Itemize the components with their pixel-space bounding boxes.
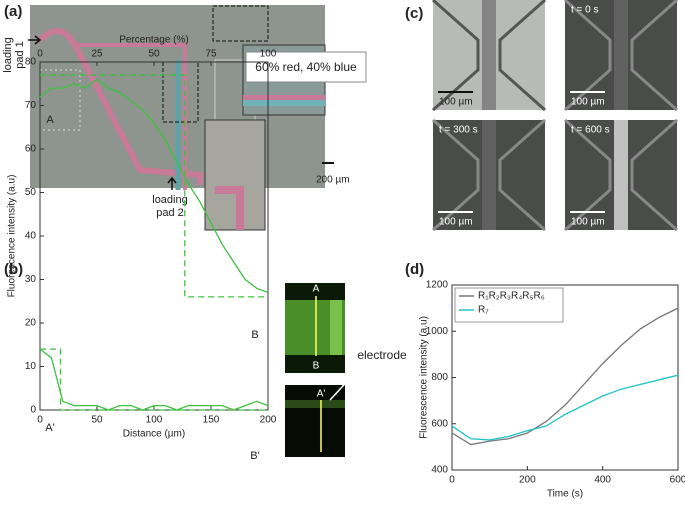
channel — [614, 0, 628, 110]
y-tick-label: 0 — [30, 405, 36, 416]
y-tick-label: 20 — [25, 318, 37, 329]
pad-label: loading — [152, 194, 187, 206]
time-label: t = 0 s — [571, 5, 599, 16]
x-tick-label: 200 — [519, 475, 536, 486]
x-tick-label: 100 — [146, 415, 163, 426]
x2-axis-label: Percentage (%) — [119, 35, 188, 46]
data-line — [40, 348, 268, 411]
y-tick-label: 50 — [25, 187, 37, 198]
y-axis-label: Fluorescence intensity (a.u) — [7, 175, 18, 298]
x2-tick-label: 0 — [37, 49, 43, 60]
inset-label: B — [313, 361, 320, 372]
scale-label: 100 µm — [439, 97, 473, 108]
pad-label: pad 1 — [14, 41, 26, 69]
inset-label: A' — [317, 389, 326, 400]
x-tick-label: 50 — [91, 415, 103, 426]
inset-label-box — [245, 51, 367, 83]
point-label: A' — [45, 422, 54, 434]
scale-label: 100 µm — [439, 217, 473, 228]
time-label: t = 600 s — [571, 125, 610, 136]
inset-label: A — [313, 284, 320, 295]
y-tick-label: 1200 — [426, 280, 449, 291]
arrow — [167, 176, 177, 190]
data-line — [451, 374, 679, 441]
x2-tick-label: 50 — [148, 49, 160, 60]
inset-label: B' — [317, 459, 326, 470]
micrographs: 100 µm 100 µm t = 0 s 100 µm t = 300 s 100 µm… — [432, 0, 678, 232]
y-axis-label: Fluorescence intensity (a.u) — [419, 316, 430, 439]
arrow — [329, 324, 373, 401]
data-line — [39, 78, 269, 294]
y-tick-label: 10 — [25, 361, 37, 372]
x-tick-label: 150 — [203, 415, 220, 426]
scale-label: 100 µm — [571, 217, 605, 228]
channel — [614, 120, 628, 230]
y-tick-label: 400 — [431, 465, 448, 476]
y-tick-label: 1000 — [426, 326, 449, 337]
x2-tick-label: 25 — [91, 49, 103, 60]
y-tick-label: 800 — [431, 372, 448, 383]
data-line — [40, 74, 268, 298]
scale-label: 200 µm — [316, 175, 350, 186]
y-tick-label: 70 — [25, 100, 37, 111]
pad-label: pad 2 — [156, 207, 184, 219]
inset-photo — [204, 119, 266, 231]
electrode-shape — [564, 118, 678, 232]
electrode-shape — [432, 118, 546, 232]
data-line — [39, 348, 269, 411]
channel — [482, 0, 496, 110]
y-tick-label: 600 — [431, 418, 448, 429]
channel — [243, 95, 325, 100]
x2-tick-label: 75 — [205, 49, 217, 60]
electrode-region — [330, 300, 342, 355]
zoom-box — [212, 5, 269, 42]
panel-label: (b) — [4, 261, 23, 278]
channel — [37, 28, 203, 185]
scale-label: 100 µm — [571, 97, 605, 108]
point-label: B' — [250, 450, 259, 462]
electrode-shape — [564, 0, 678, 112]
x-tick-label: 600 — [670, 475, 685, 486]
y-tick-label: 40 — [25, 231, 37, 242]
channel — [215, 186, 244, 230]
x-tick-label: 200 — [260, 415, 277, 426]
electrode-region — [285, 400, 345, 408]
point-label: B — [251, 329, 258, 341]
inset-label: 60% red, 40% blue — [255, 60, 357, 74]
x-tick-label: 0 — [37, 415, 43, 426]
data-line — [451, 307, 679, 446]
x-axis-label: Time (s) — [547, 489, 583, 500]
arrow — [28, 35, 42, 45]
panel-label: (c) — [405, 5, 423, 22]
inset-label: electrode — [357, 348, 407, 362]
time-label: t = 300 s — [439, 125, 478, 136]
fluorescence-image — [285, 385, 345, 457]
legend-label: R₁R₂R₃R₄R₅R₆ — [478, 291, 545, 302]
y-tick-label: 80 — [25, 57, 37, 68]
x-tick-label: 400 — [594, 475, 611, 486]
electrode-shape — [432, 0, 546, 112]
point-label: A — [46, 114, 54, 126]
x2-tick-label: 100 — [260, 49, 277, 60]
legend-box — [454, 287, 564, 323]
legend-label: R₇ — [478, 305, 489, 316]
y-tick-label: 60 — [25, 144, 37, 155]
channel — [243, 100, 325, 106]
panel-label: (d) — [405, 261, 424, 278]
channel — [482, 120, 496, 230]
pad-label: loading — [2, 37, 14, 72]
panel-label: (a) — [4, 3, 22, 20]
y-tick-label: 30 — [25, 274, 37, 285]
zoom-box — [162, 61, 199, 123]
x-axis-label: Distance (µm) — [123, 429, 185, 440]
x-tick-label: 0 — [449, 475, 455, 486]
